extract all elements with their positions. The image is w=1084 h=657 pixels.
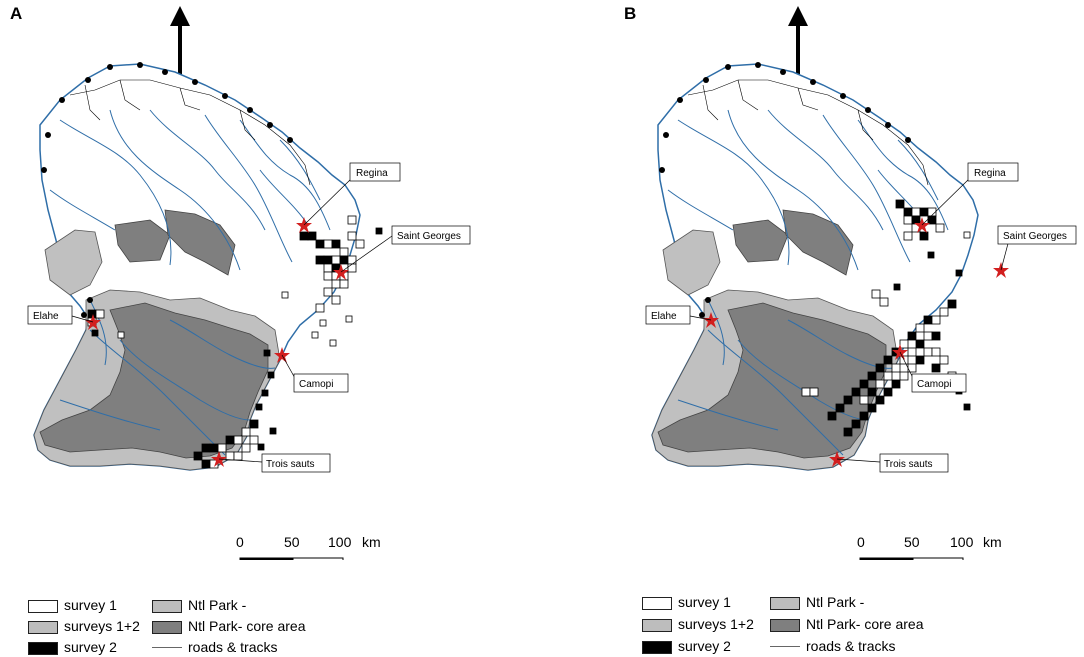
- national-park-area: [44, 229, 103, 296]
- place-label-regina: Regina: [974, 168, 1006, 179]
- place-label-trois-sauts: Trois sauts: [884, 459, 933, 470]
- legend-item-survey-1: survey 1: [28, 597, 117, 613]
- scale-tick: 0: [857, 534, 865, 550]
- national-park-area: [662, 229, 721, 296]
- rivers: [667, 109, 949, 456]
- legend-swatch: [28, 599, 58, 613]
- legend-item-survey-2: survey 2: [642, 638, 731, 654]
- legend-swatch: [770, 618, 800, 632]
- scale-tick: 50: [904, 534, 920, 550]
- legend-swatch: [642, 640, 672, 654]
- legend-item-ntl-park-core: Ntl Park- core area: [770, 616, 923, 632]
- legend-item-roads: roads & tracks: [770, 638, 895, 654]
- legend-swatch: [770, 645, 800, 647]
- map-svg: Regina Saint Georges Elahe Camopi Trois …: [27, 6, 471, 560]
- coastal-towns: [41, 62, 293, 318]
- legend-swatch: [770, 596, 800, 610]
- place-label-camopi: Camopi: [299, 379, 333, 390]
- place-marker-camopi: Camopi: [274, 347, 349, 393]
- north-arrow-icon: [788, 6, 808, 78]
- legend-item-surveys-1-2: surveys 1+2: [28, 618, 140, 634]
- scale-bar: 0 50 100 km: [236, 534, 381, 560]
- place-marker-elahe: Elahe: [645, 305, 719, 328]
- place-label-trois-sauts: Trois sauts: [266, 459, 315, 470]
- place-label-elahe: Elahe: [33, 311, 59, 322]
- legend-swatch: [152, 599, 182, 613]
- roads: [687, 79, 929, 186]
- scale-bar: 0 50 100 km: [857, 534, 1002, 560]
- legend-swatch: [152, 646, 182, 648]
- scale-tick: 100: [328, 534, 352, 550]
- place-marker-camopi: Camopi: [892, 344, 967, 393]
- legend-item-roads: roads & tracks: [152, 639, 277, 655]
- legend-item-survey-1: survey 1: [642, 594, 731, 610]
- map-panel-a: A: [10, 4, 471, 655]
- place-marker-saint-georges: Saint Georges: [333, 225, 471, 280]
- place-label-saint-georges: Saint Georges: [397, 231, 461, 242]
- map-svg: Regina Saint Georges Elahe Camopi: [645, 6, 1077, 560]
- scale-tick: 100: [950, 534, 974, 550]
- place-label-saint-georges: Saint Georges: [1003, 231, 1067, 242]
- scale-tick: 50: [284, 534, 300, 550]
- legend-swatch: [642, 618, 672, 632]
- place-marker-regina: Regina: [296, 162, 401, 233]
- place-marker-saint-georges: Saint Georges: [993, 225, 1077, 278]
- scale-unit: km: [983, 534, 1002, 550]
- place-marker-regina: Regina: [914, 162, 1019, 233]
- scale-tick: 0: [236, 534, 244, 550]
- place-label-camopi: Camopi: [917, 379, 951, 390]
- panel-letter: B: [624, 4, 637, 23]
- legend-swatch: [28, 620, 58, 634]
- legend-item-survey-2: survey 2: [28, 639, 117, 655]
- coastal-towns: [659, 62, 911, 318]
- place-marker-trois-sauts: Trois sauts: [829, 451, 949, 473]
- legend-swatch: [28, 641, 58, 655]
- legend-swatch: [642, 596, 672, 610]
- national-park-core-area: [39, 302, 269, 459]
- legend-item-surveys-1-2: surveys 1+2: [642, 616, 754, 632]
- legend-item-ntl-park: Ntl Park -: [152, 597, 246, 613]
- scale-unit: km: [362, 534, 381, 550]
- national-park-core-area: [114, 219, 171, 263]
- legend-item-ntl-park: Ntl Park -: [770, 594, 864, 610]
- national-park-core-area: [732, 219, 789, 263]
- north-arrow-icon: [170, 6, 190, 78]
- place-marker-trois-sauts: Trois sauts: [211, 451, 331, 473]
- place-label-regina: Regina: [356, 168, 388, 179]
- roads: [69, 79, 311, 186]
- legend-swatch: [152, 620, 182, 634]
- legend-item-ntl-park-core: Ntl Park- core area: [152, 618, 305, 634]
- place-marker-elahe: Elahe: [27, 305, 101, 330]
- panel-letter: A: [10, 4, 23, 23]
- place-label-elahe: Elahe: [651, 311, 677, 322]
- map-panel-b: B: [542, 0, 1084, 657]
- survey-grid: [801, 199, 971, 437]
